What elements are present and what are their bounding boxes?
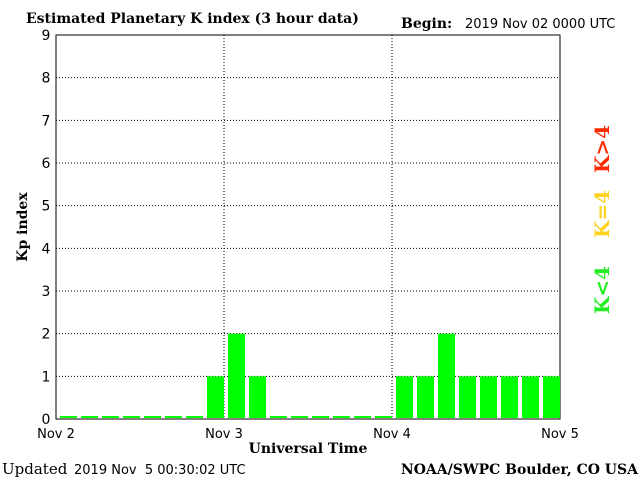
updated-label: Updated: [2, 460, 68, 478]
kp-bar: [291, 416, 308, 418]
kp-bar: [123, 416, 140, 418]
kp-bar: [60, 416, 77, 418]
kp-bar: [522, 376, 539, 418]
y-tick-label: 3: [42, 284, 51, 300]
x-tick-labels: Nov 2 Nov 3 Nov 4 Nov 5: [37, 427, 579, 442]
kp-bar: [144, 416, 161, 418]
y-tick-label: 8: [42, 71, 51, 87]
kp-bar: [165, 416, 182, 418]
x-tick-label: Nov 3: [205, 427, 243, 442]
kp-bar: [207, 376, 224, 418]
plot-frame: [55, 34, 561, 420]
x-tick-label: Nov 4: [373, 427, 411, 442]
y-tick-label: 2: [42, 327, 51, 343]
y-tick-label: 9: [42, 28, 51, 44]
kp-bar: [396, 376, 413, 418]
kp-bar: [480, 376, 497, 418]
kp-bar: [228, 333, 245, 418]
y-tick-label: 6: [42, 156, 51, 172]
legend-k-greater-4: K>4: [590, 125, 614, 173]
kp-bar: [417, 376, 434, 418]
begin-value: 2019 Nov 02 0000 UTC: [465, 17, 615, 32]
credit-text: NOAA/SWPC Boulder, CO USA: [401, 462, 639, 478]
begin-label: Begin:: [401, 16, 452, 32]
legend-k-equal-4: K=4: [590, 190, 614, 238]
y-tick-labels: 0 1 2 3 4 5 6 7 8 9: [42, 28, 51, 428]
x-tick-label: Nov 5: [541, 427, 579, 442]
kp-bar: [354, 416, 371, 418]
x-axis-label: Universal Time: [249, 441, 368, 457]
bar-series: [60, 333, 560, 418]
y-tick-label: 1: [42, 369, 51, 385]
kp-bar: [102, 416, 119, 418]
kp-bar: [81, 416, 98, 418]
y-axis-label: Kp index: [15, 192, 31, 262]
kp-bar: [375, 416, 392, 418]
x-tick-label: Nov 2: [37, 427, 75, 442]
y-tick-label: 0: [42, 412, 51, 428]
kp-bar: [270, 416, 287, 418]
y-tick-label: 4: [42, 241, 51, 257]
kp-bar: [459, 376, 476, 418]
chart-title: Estimated Planetary K index (3 hour data…: [26, 11, 359, 27]
kp-bar: [186, 416, 203, 418]
kp-bar: [501, 376, 518, 418]
kp-bar: [249, 376, 266, 418]
y-tick-label: 5: [42, 199, 51, 215]
kp-bar: [438, 333, 455, 418]
y-tick-label: 7: [42, 113, 51, 129]
updated-value: 2019 Nov 5 00:30:02 UTC: [74, 463, 246, 478]
kp-bar: [333, 416, 350, 418]
grid-lines: [56, 35, 560, 419]
kp-bar: [543, 376, 560, 418]
legend-k-less-4: K<4: [590, 266, 614, 314]
kp-bar: [312, 416, 329, 418]
